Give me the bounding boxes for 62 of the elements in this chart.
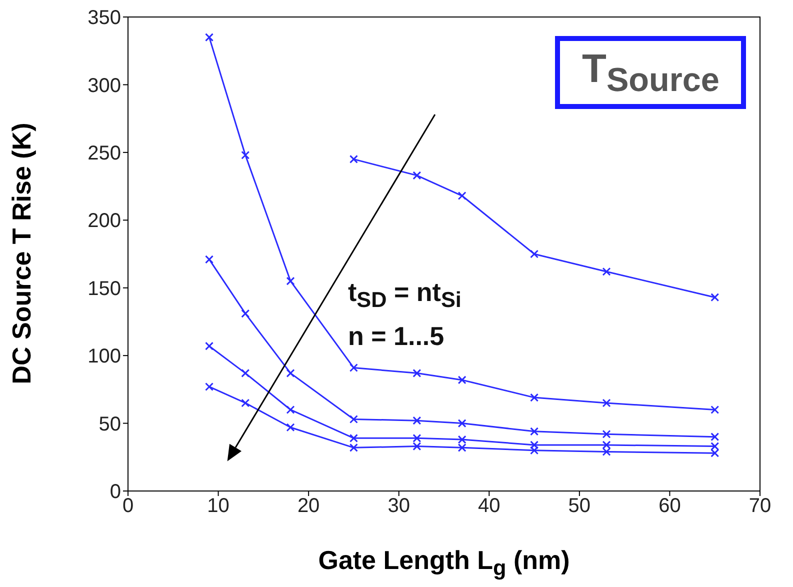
y-tick-label: 50 <box>98 413 121 436</box>
point <box>458 443 466 452</box>
point <box>241 309 250 318</box>
point <box>286 276 295 286</box>
point <box>530 250 539 258</box>
x-tick-label: 20 <box>297 495 320 518</box>
point <box>205 33 214 42</box>
point <box>349 414 358 424</box>
y-tick-label: 200 <box>88 210 121 232</box>
point <box>458 419 466 428</box>
annotation: t$_{SD}$ = nt$_{Si}$ <box>348 277 462 312</box>
point <box>530 440 539 450</box>
point <box>241 398 250 408</box>
annotation: n = 1...5 <box>348 321 444 351</box>
y-tick-label: 250 <box>88 142 121 165</box>
x-tick-label: 30 <box>388 495 410 518</box>
x-tick-label: 10 <box>207 495 230 518</box>
point <box>286 423 295 432</box>
point <box>710 442 720 451</box>
point <box>286 405 295 414</box>
point <box>412 368 422 378</box>
point <box>349 364 358 372</box>
point <box>412 171 422 180</box>
point <box>602 267 611 276</box>
point <box>349 443 358 452</box>
x-axis-title: Gate Length L$_{g}$ (nm) <box>317 545 571 582</box>
y-tick-label: 150 <box>88 278 121 300</box>
point <box>458 192 466 200</box>
y-tick-label: 300 <box>88 74 121 97</box>
y-tick-label: 0 <box>110 481 121 504</box>
point <box>710 432 720 442</box>
point <box>241 368 250 378</box>
x-tick-label: 40 <box>478 495 500 518</box>
point <box>530 446 539 455</box>
point <box>286 368 295 378</box>
point <box>349 154 358 164</box>
point <box>241 150 250 160</box>
point <box>412 416 422 425</box>
point <box>349 434 358 442</box>
y-tick-label: 100 <box>88 346 121 368</box>
point <box>602 398 611 408</box>
point <box>602 447 611 456</box>
point <box>412 434 422 442</box>
annotation: T$_{Source}$ <box>555 36 746 109</box>
point <box>530 393 539 402</box>
point <box>412 442 422 451</box>
point <box>530 427 539 436</box>
point <box>602 430 611 438</box>
point <box>458 376 466 384</box>
x-tick-label: 70 <box>748 495 772 518</box>
x-tick-label: 60 <box>658 495 681 518</box>
point <box>205 342 214 350</box>
x-tick-label: 50 <box>568 495 591 518</box>
point <box>205 382 214 391</box>
y-tick-label: 350 <box>88 7 121 30</box>
point <box>710 293 720 302</box>
point <box>205 255 214 264</box>
point <box>710 405 720 414</box>
y-axis-title: DC Source T Rise (K) <box>6 122 38 386</box>
point <box>602 440 611 450</box>
point <box>710 448 720 458</box>
point <box>458 435 466 444</box>
